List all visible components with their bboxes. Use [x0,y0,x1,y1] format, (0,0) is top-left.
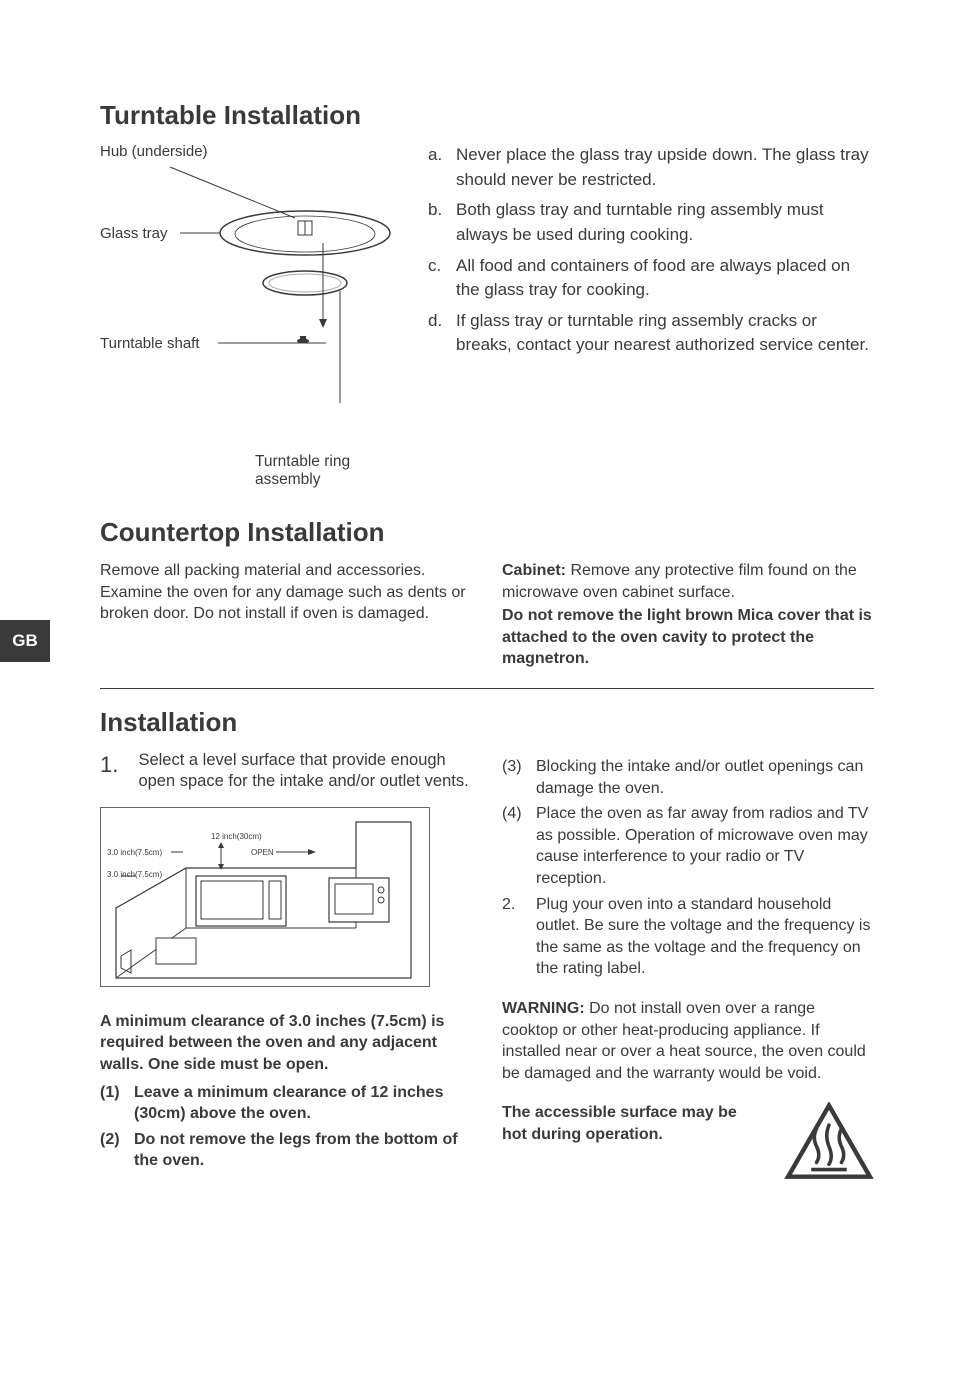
clearance-item-2: (2)Do not remove the legs from the botto… [100,1129,472,1172]
install-step2: 2.Plug your oven into a standard househo… [502,894,874,980]
countertop-heading: Countertop Installation [100,517,874,548]
turntable-diagram-column: Hub (underside) Glass tray Turntable sha… [100,143,400,489]
clearance-item-1: (1)Leave a minimum clearance of 12 inche… [100,1082,472,1125]
installation-right: (3)Blocking the intake and/or outlet ope… [502,750,874,1182]
installation-section: 1. Select a level surface that provide e… [100,750,874,1182]
turntable-note-b: b.Both glass tray and turntable ring ass… [428,198,874,247]
ring-label: Turntable ring assembly [100,453,400,489]
hot-surface-row: The accessible surface may be hot during… [502,1102,874,1182]
countertop-section: Remove all packing material and accessor… [100,560,874,670]
mica-warning: Do not remove the light brown Mica cover… [502,605,874,670]
hot-surface-icon [784,1102,874,1182]
cabinet-label: Cabinet: [502,562,566,579]
turntable-diagram: Hub (underside) Glass tray Turntable sha… [100,143,400,453]
installation-heading: Installation [100,707,874,738]
clearance-svg [101,808,431,988]
countertop-right: Cabinet: Remove any protective film foun… [502,560,874,670]
turntable-heading: Turntable Installation [100,100,874,131]
hot-surface-text: The accessible surface may be hot during… [502,1102,764,1145]
countertop-left: Remove all packing material and accessor… [100,560,472,670]
clearance-item-4: (4)Place the oven as far away from radio… [502,803,874,889]
installation-left: 1. Select a level surface that provide e… [100,750,472,1182]
warning-block: WARNING: Do not install oven over a rang… [502,998,874,1084]
language-tab: GB [0,620,50,662]
clearance-item-3: (3)Blocking the intake and/or outlet ope… [502,756,874,799]
warning-label: WARNING: [502,1000,585,1017]
install-step1: 1. Select a level surface that provide e… [100,750,472,793]
turntable-note-a: a.Never place the glass tray upside down… [428,143,874,192]
step1-text: Select a level surface that provide enou… [138,750,470,793]
turntable-section: Hub (underside) Glass tray Turntable sha… [100,143,874,489]
divider [100,688,874,689]
turntable-svg [100,143,400,403]
clearance-intro: A minimum clearance of 3.0 inches (7.5cm… [100,1011,472,1076]
turntable-note-d: d.If glass tray or turntable ring assemb… [428,309,874,358]
turntable-note-c: c.All food and containers of food are al… [428,254,874,303]
turntable-notes: a.Never place the glass tray upside down… [428,143,874,489]
clearance-diagram: 12 inch(30cm) 3.0 inch(7.5cm) 3.0 inch(7… [100,807,430,987]
step1-num: 1. [100,750,134,780]
